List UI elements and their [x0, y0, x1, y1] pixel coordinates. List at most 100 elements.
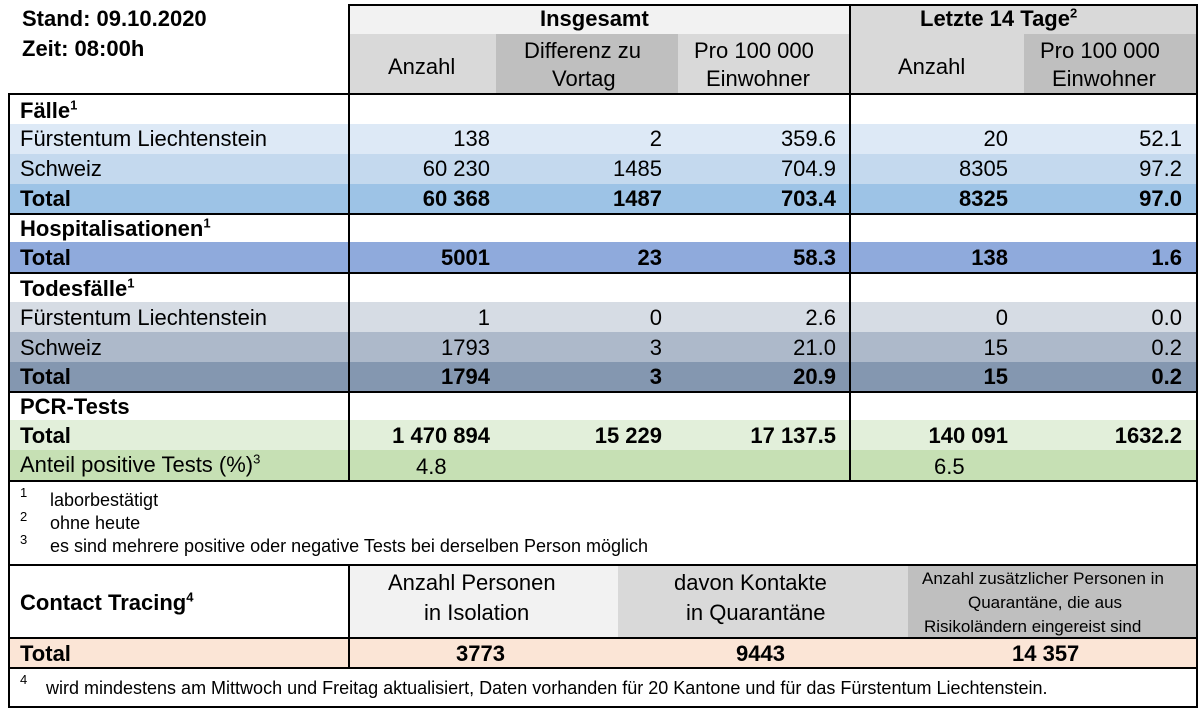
header-pro-cell: [678, 34, 850, 94]
cell-faelle-fl-v3: 359.6: [780, 126, 836, 151]
header-letzte-band: [850, 4, 1198, 34]
row-bg-tod-ch: [10, 332, 1198, 362]
cell-tod-fl-v3: 2.6: [805, 305, 836, 330]
divider-contact-label: [348, 564, 350, 668]
row-bg-faelle-fl: [10, 124, 1198, 154]
row-bg-faelle-ch: [10, 154, 1198, 184]
frame-top: [348, 4, 1198, 6]
cell-tod-fl-v4: 0: [995, 305, 1008, 330]
row-label-faelle-ch: Schweiz: [20, 156, 102, 181]
row-label-faelle-total: Total: [20, 186, 71, 211]
row-bg-tod-fl: [10, 302, 1198, 332]
row-label-pcr-total: Total: [20, 423, 71, 448]
cell-tod-total-v1: 1794: [441, 364, 490, 389]
col-differenz-header-1: Differenz zu: [524, 38, 641, 63]
line-tod-end: [8, 391, 1198, 393]
cell-pcr-total-v4: 140 091: [928, 423, 1008, 448]
footnote-3-text: es sind mehrere positive oder negative T…: [50, 536, 648, 556]
line-contact-total-bottom: [8, 667, 1198, 669]
divider-label-col: [348, 4, 350, 480]
cell-pcr-total-v5: 1632.2: [1114, 423, 1182, 448]
header-differenz-cell: [496, 34, 678, 94]
section-tod-title: Todesfälle1: [20, 275, 135, 301]
cell-faelle-fl-v1: 138: [453, 126, 490, 151]
cell-faelle-ch-v1: 60 230: [422, 156, 490, 181]
cell-tod-ch-v2: 3: [649, 335, 662, 360]
row-label-tod-total: Total: [20, 364, 71, 389]
pcr-anteil-insgesamt: 4.8: [416, 454, 447, 479]
frame-left: [8, 94, 10, 708]
col-differenz-header-2: Vortag: [552, 66, 616, 91]
frame-bottom: [8, 706, 1198, 708]
line-faelle-end: [8, 213, 1198, 215]
contact-col2-line2: in Quarantäne: [686, 600, 826, 625]
cell-faelle-ch-v5: 97.2: [1139, 156, 1182, 181]
cell-hosp-total-v4: 138: [971, 245, 1008, 270]
cell-tod-ch-v5: 0.2: [1151, 335, 1182, 360]
footnote-1-num: 1: [20, 485, 28, 500]
row-bg-pcr-anteil: [10, 450, 1198, 480]
header-insgesamt-band: [350, 4, 850, 34]
contact-col1-bg: [350, 566, 618, 638]
contact-col3-line2: Quarantäne, die aus: [968, 593, 1123, 612]
contact-col3-line1: Anzahl zusätzlicher Personen in: [922, 569, 1164, 588]
footnote-4-num: 4: [20, 672, 28, 687]
cell-faelle-total-v5: 97.0: [1139, 186, 1182, 211]
zeit-time: Zeit: 08:00h: [22, 36, 145, 61]
stand-date: Stand: 09.10.2020: [22, 6, 207, 31]
row-label-faelle-fl: Fürstentum Liechtenstein: [20, 126, 268, 151]
contact-title: Contact Tracing4: [20, 589, 194, 615]
line-pcr-end: [8, 480, 1198, 482]
contact-total-isolation: 3773: [456, 641, 505, 666]
cell-faelle-total-v1: 60 368: [422, 186, 490, 211]
col-pro-b-header-1: Pro 100 000: [1040, 38, 1160, 63]
contact-col1-line1: Anzahl Personen: [388, 570, 556, 595]
insgesamt-heading: Insgesamt: [540, 6, 649, 31]
cell-tod-total-v4: 15: [983, 364, 1008, 389]
cell-pcr-total-v3: 17 137.5: [750, 423, 836, 448]
section-hosp-title: Hospitalisationen1: [20, 215, 211, 241]
frame-right: [1196, 4, 1198, 708]
row-bg-faelle-total: [10, 184, 1198, 214]
footnote-2-text: ohne heute: [50, 513, 141, 533]
cell-faelle-ch-v2: 1485: [613, 156, 662, 181]
line-hosp-end: [8, 272, 1198, 274]
cell-hosp-total-v5: 1.6: [1151, 245, 1182, 270]
cell-faelle-total-v4: 8325: [959, 186, 1008, 211]
cell-tod-fl-v2: 0: [649, 305, 662, 330]
contact-col2-line1: davon Kontakte: [674, 570, 827, 595]
contact-total-label: Total: [20, 641, 71, 666]
footnote-3-num: 3: [20, 532, 28, 547]
cell-faelle-ch-v3: 704.9: [780, 156, 836, 181]
cell-tod-ch-v1: 1793: [441, 335, 490, 360]
row-label-tod-ch: Schweiz: [20, 335, 102, 360]
section-faelle-title: Fälle1: [20, 97, 78, 123]
col-pro-header-2: Einwohner: [706, 66, 810, 91]
row-bg-tod-total: [10, 362, 1198, 392]
row-label-hosp-total: Total: [20, 245, 71, 270]
cell-tod-fl-v1: 1: [477, 305, 490, 330]
row-bg-hosp-total: [10, 242, 1198, 272]
col-pro-header-1: Pro 100 000: [694, 38, 814, 63]
cell-hosp-total-v3: 58.3: [793, 245, 836, 270]
cell-hosp-total-v2: 23: [637, 245, 662, 270]
cell-tod-total-v3: 20.9: [793, 364, 836, 389]
col-anzahl-b-header: Anzahl: [898, 54, 966, 79]
section-pcr-title: PCR-Tests: [20, 394, 130, 419]
line-contact-top: [8, 564, 1198, 566]
cell-tod-total-v2: 3: [649, 364, 662, 389]
cell-hosp-total-v1: 5001: [441, 245, 490, 270]
cell-faelle-total-v3: 703.4: [780, 186, 836, 211]
cell-tod-ch-v4: 15: [983, 335, 1008, 360]
footnote-1-text: laborbestätigt: [50, 490, 159, 510]
cell-faelle-ch-v4: 8305: [959, 156, 1008, 181]
row-bg-pcr-total: [10, 420, 1198, 450]
contact-total-bg: [10, 638, 1198, 668]
contact-col3-line3: Risikoländern eingereist sind: [924, 617, 1142, 636]
contact-col3-bg: [908, 566, 1198, 638]
line-contact-total-top: [8, 637, 1198, 639]
header-anzahl-b-cell: [850, 34, 1024, 94]
cell-faelle-total-v2: 1487: [613, 186, 662, 211]
col-anzahl-header: Anzahl: [388, 54, 456, 79]
cell-faelle-fl-v4: 20: [983, 126, 1008, 151]
